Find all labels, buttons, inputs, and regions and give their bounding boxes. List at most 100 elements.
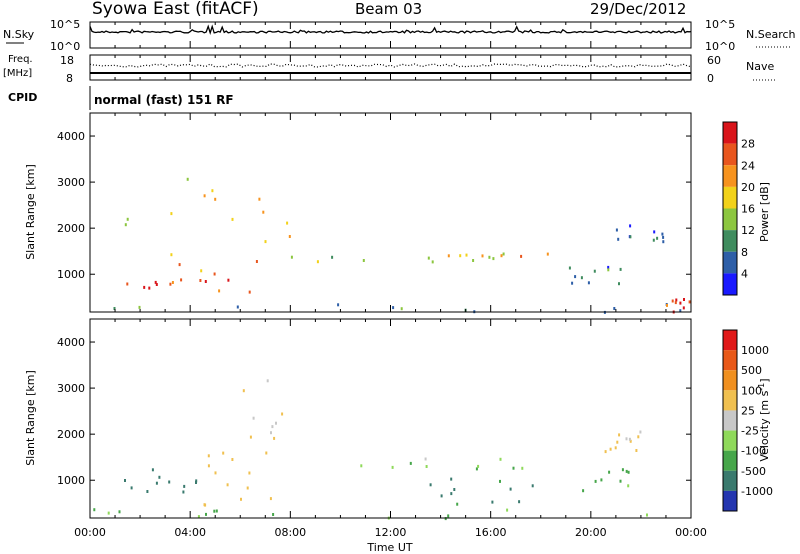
range-cell xyxy=(155,481,158,485)
range-cell xyxy=(688,300,691,304)
range-cell xyxy=(465,253,468,257)
power-ylabel: Slant Range [km] xyxy=(24,164,37,260)
range-cell xyxy=(207,454,210,458)
range-cell xyxy=(459,254,462,258)
range-cell xyxy=(204,280,207,283)
y-tick-label: 2000 xyxy=(57,428,85,441)
colorbar-tick-label: 12 xyxy=(741,224,755,237)
range-cell xyxy=(195,481,197,484)
range-cell xyxy=(124,479,126,482)
power-colorbar-label: Power [dB] xyxy=(758,182,771,242)
time-tick-label: 08:00 xyxy=(274,526,306,539)
range-cell xyxy=(236,305,239,309)
range-cell xyxy=(477,464,480,468)
range-cell xyxy=(661,232,664,236)
colorbar-swatch xyxy=(723,273,737,295)
colorbar-swatch xyxy=(723,350,737,371)
range-cell xyxy=(158,475,161,479)
nave-tick-bottom: 0 xyxy=(707,72,714,85)
power-colorbar: 4 8 12 16 20 24 28 xyxy=(722,121,755,296)
freq-tick-bottom: 8 xyxy=(66,72,73,85)
range-cell xyxy=(248,471,251,475)
range-cell xyxy=(266,379,269,383)
range-cell xyxy=(613,307,616,310)
range-cell xyxy=(509,487,512,491)
nsearch-tick-top: 10^5 xyxy=(705,18,735,31)
range-cell xyxy=(199,279,202,282)
range-cell xyxy=(568,266,571,270)
range-cell xyxy=(637,435,640,439)
colorbar-swatch xyxy=(723,390,737,411)
station-title: Syowa East (fitACF) xyxy=(92,0,259,19)
y-tick-label: 4000 xyxy=(57,130,85,143)
power-yaxis: 1000 2000 3000 4000 xyxy=(57,130,691,281)
time-tick-label: 16:00 xyxy=(475,526,507,539)
range-cell xyxy=(205,512,207,516)
range-cell xyxy=(231,217,234,221)
nsearch-label: N.Search xyxy=(746,28,796,41)
freq-tick-top: 18 xyxy=(60,54,74,67)
range-cell xyxy=(170,253,173,257)
time-tick-label: 00:00 xyxy=(675,526,707,539)
colorbar-tick-label: 28 xyxy=(741,138,755,151)
range-cell xyxy=(169,282,172,286)
range-cell xyxy=(481,254,484,258)
range-cell xyxy=(574,275,577,279)
y-tick-label: 3000 xyxy=(57,382,85,395)
colorbar-tick-label: 4 xyxy=(741,267,748,280)
y-tick-label: 1000 xyxy=(57,268,85,281)
nave-tick-top: 60 xyxy=(707,54,721,67)
range-cell xyxy=(629,235,632,239)
y-tick-label: 1000 xyxy=(57,474,85,487)
range-cell xyxy=(531,484,534,488)
range-cell xyxy=(227,278,230,282)
range-cell xyxy=(488,255,491,259)
range-cell xyxy=(240,497,242,501)
range-cell xyxy=(178,263,181,267)
velocity-yaxis: 1000 2000 3000 4000 xyxy=(57,336,691,487)
range-cell xyxy=(679,301,682,305)
colorbar-tick-label: 20 xyxy=(741,181,755,194)
range-cell xyxy=(337,303,340,307)
range-cell xyxy=(679,309,682,313)
range-cell xyxy=(425,465,428,468)
colorbar-tick-label: 16 xyxy=(741,203,755,216)
range-cell xyxy=(118,510,121,514)
range-cell xyxy=(392,306,395,310)
colorbar-swatch xyxy=(723,450,737,471)
range-cell xyxy=(571,281,574,285)
range-cell xyxy=(171,281,174,284)
range-cell xyxy=(281,412,284,416)
nsky-label: N.Sky xyxy=(3,28,35,41)
range-cell xyxy=(674,301,677,305)
range-cell xyxy=(316,260,319,264)
nave-trace xyxy=(89,63,692,68)
freq-label: Freq. xyxy=(8,54,33,65)
colorbar-tick-label: -1000 xyxy=(741,485,773,498)
colorbar-tick-label: 100 xyxy=(741,384,762,397)
range-cell xyxy=(168,480,171,484)
range-cell xyxy=(272,513,275,516)
range-cell xyxy=(520,254,523,258)
range-cell xyxy=(424,457,427,461)
range-cell xyxy=(587,281,590,285)
range-cell xyxy=(183,484,186,488)
range-cell xyxy=(124,223,127,227)
range-cell xyxy=(146,490,149,493)
range-cell xyxy=(360,464,363,468)
range-cell xyxy=(629,439,632,443)
cpid-value: normal (fast) 151 RF xyxy=(94,93,234,107)
range-cell xyxy=(607,268,610,272)
range-cell xyxy=(546,252,549,256)
range-cell xyxy=(107,511,110,515)
range-cell xyxy=(472,259,475,262)
range-cell xyxy=(143,285,146,289)
range-cell xyxy=(453,488,456,491)
range-cell xyxy=(214,197,217,201)
range-cell xyxy=(203,194,206,198)
colorbar-frame xyxy=(722,121,738,296)
range-cell xyxy=(331,255,334,259)
power-panel-frame xyxy=(89,112,692,313)
y-tick-label: 4000 xyxy=(57,336,85,349)
